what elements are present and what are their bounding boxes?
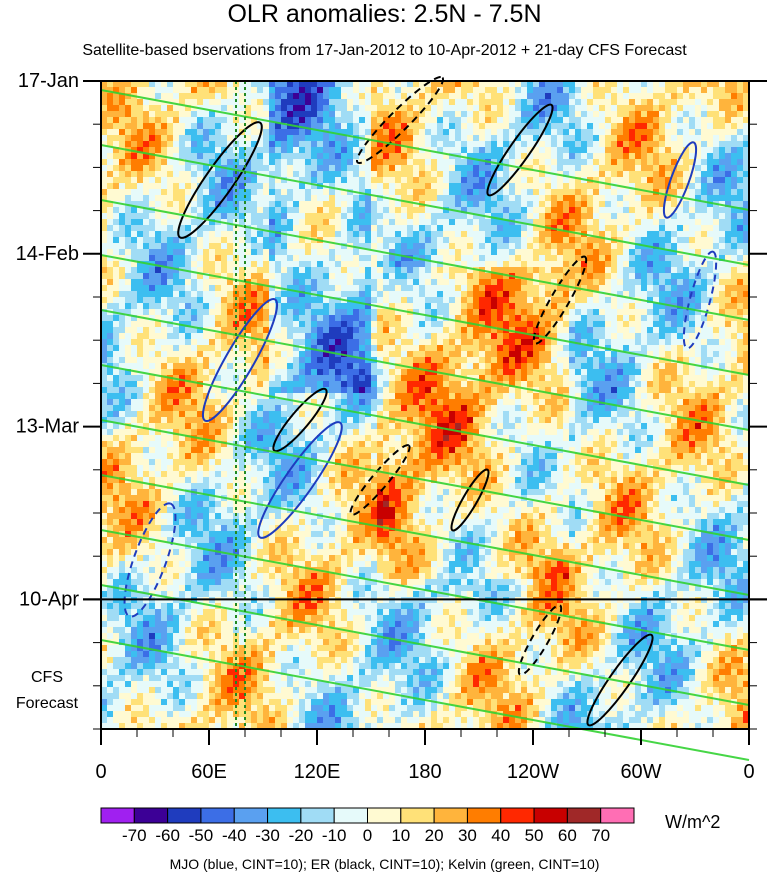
colorbar-label-0: -70: [122, 826, 147, 845]
colorbar-swatch-10: [433, 807, 468, 824]
olr-field: [101, 81, 750, 730]
kelvin-contour-7: [100, 474, 750, 596]
colorbar-swatch-0: [100, 807, 135, 824]
y-tick-label-1: 14-Feb: [16, 243, 79, 265]
colorbar-swatch-2: [167, 807, 202, 824]
kelvin-contour-0: [100, 89, 750, 211]
chart-subtitle: Satellite-based bservations from 17-Jan-…: [82, 42, 687, 59]
contour-3: [532, 255, 588, 345]
colorbar-label-11: 40: [491, 826, 510, 845]
forecast-label-1: Forecast: [16, 695, 79, 712]
colorbar-swatch-5: [267, 807, 302, 824]
x-tick-label-4: 120W: [507, 761, 559, 783]
contour-11: [257, 421, 343, 539]
kelvin-contour-3: [100, 254, 750, 376]
contour-legend: MJO (blue, CINT=10); ER (black, CINT=10)…: [169, 856, 600, 872]
colorbar-swatch-1: [133, 807, 169, 824]
kelvin-contour-4: [100, 309, 750, 431]
kelvin-contour-2: [100, 199, 750, 321]
x-tick-label-3: 180: [408, 761, 441, 783]
forecast-label-0: CFS: [31, 669, 63, 686]
colorbar-label-12: 50: [525, 826, 544, 845]
x-tick-label-1: 60E: [191, 761, 227, 783]
contour-2: [486, 103, 554, 197]
y-tick-label-0: 17-Jan: [18, 70, 79, 92]
kelvin-contour-8: [100, 529, 750, 651]
colorbar-label-7: 0: [363, 826, 372, 845]
contour-5: [349, 444, 411, 516]
colorbar-unit: W/m^2: [665, 812, 721, 832]
colorbar-swatch-12: [500, 807, 535, 824]
colorbar-swatch-3: [200, 807, 235, 824]
kelvin-contour-6: [100, 419, 750, 541]
contour-8: [517, 604, 563, 676]
y-tick-label-2: 13-Mar: [16, 416, 80, 438]
contour-0: [177, 121, 263, 239]
colorbar-swatch-6: [300, 807, 335, 824]
colorbar-label-4: -30: [255, 826, 280, 845]
colorbar-swatch-14: [566, 807, 602, 824]
colorbar-label-10: 30: [458, 826, 477, 845]
colorbar-swatch-15: [600, 807, 635, 824]
contour-7: [586, 633, 654, 727]
chart-title: OLR anomalies: 2.5N - 7.5N: [227, 0, 542, 28]
y-tick-label-3: 10-Apr: [19, 588, 79, 610]
colorbar-label-5: -20: [289, 826, 314, 845]
x-tick-label-2: 120E: [294, 761, 341, 783]
kelvin-contour-9: [100, 584, 750, 706]
contour-9: [201, 297, 279, 423]
colorbar-swatch-9: [400, 807, 435, 824]
colorbar-label-6: -10: [322, 826, 347, 845]
x-tick-label-5: 60W: [620, 761, 661, 783]
colorbar-swatch-11: [466, 807, 502, 824]
colorbar-label-14: 70: [591, 826, 610, 845]
contour-1: [355, 75, 445, 165]
colorbar-swatch-7: [333, 807, 368, 824]
contour-6: [450, 468, 490, 532]
colorbar-swatch-8: [367, 807, 402, 824]
kelvin-contour-5: [100, 364, 750, 486]
colorbar-label-13: 60: [558, 826, 577, 845]
x-tick-label-0: 0: [95, 761, 106, 783]
colorbar-swatch-4: [233, 807, 269, 824]
colorbar-label-3: -40: [222, 826, 247, 845]
colorbar-label-9: 20: [425, 826, 444, 845]
kelvin-contour-1: [100, 144, 750, 266]
colorbar-label-1: -60: [155, 826, 180, 845]
contour-12: [682, 250, 718, 350]
colorbar-label-8: 10: [391, 826, 410, 845]
contour-13: [662, 141, 698, 219]
x-tick-label-6: 0: [743, 761, 754, 783]
contour-10: [123, 502, 177, 618]
colorbar-swatch-13: [533, 807, 568, 824]
contour-4: [272, 387, 328, 453]
colorbar-label-2: -50: [189, 826, 214, 845]
